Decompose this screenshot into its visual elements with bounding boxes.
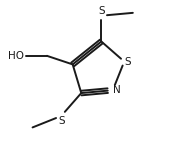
Text: S: S	[58, 116, 65, 126]
Text: S: S	[98, 6, 105, 16]
Text: N: N	[113, 85, 121, 95]
Text: S: S	[124, 57, 131, 67]
Text: HO: HO	[8, 51, 24, 61]
